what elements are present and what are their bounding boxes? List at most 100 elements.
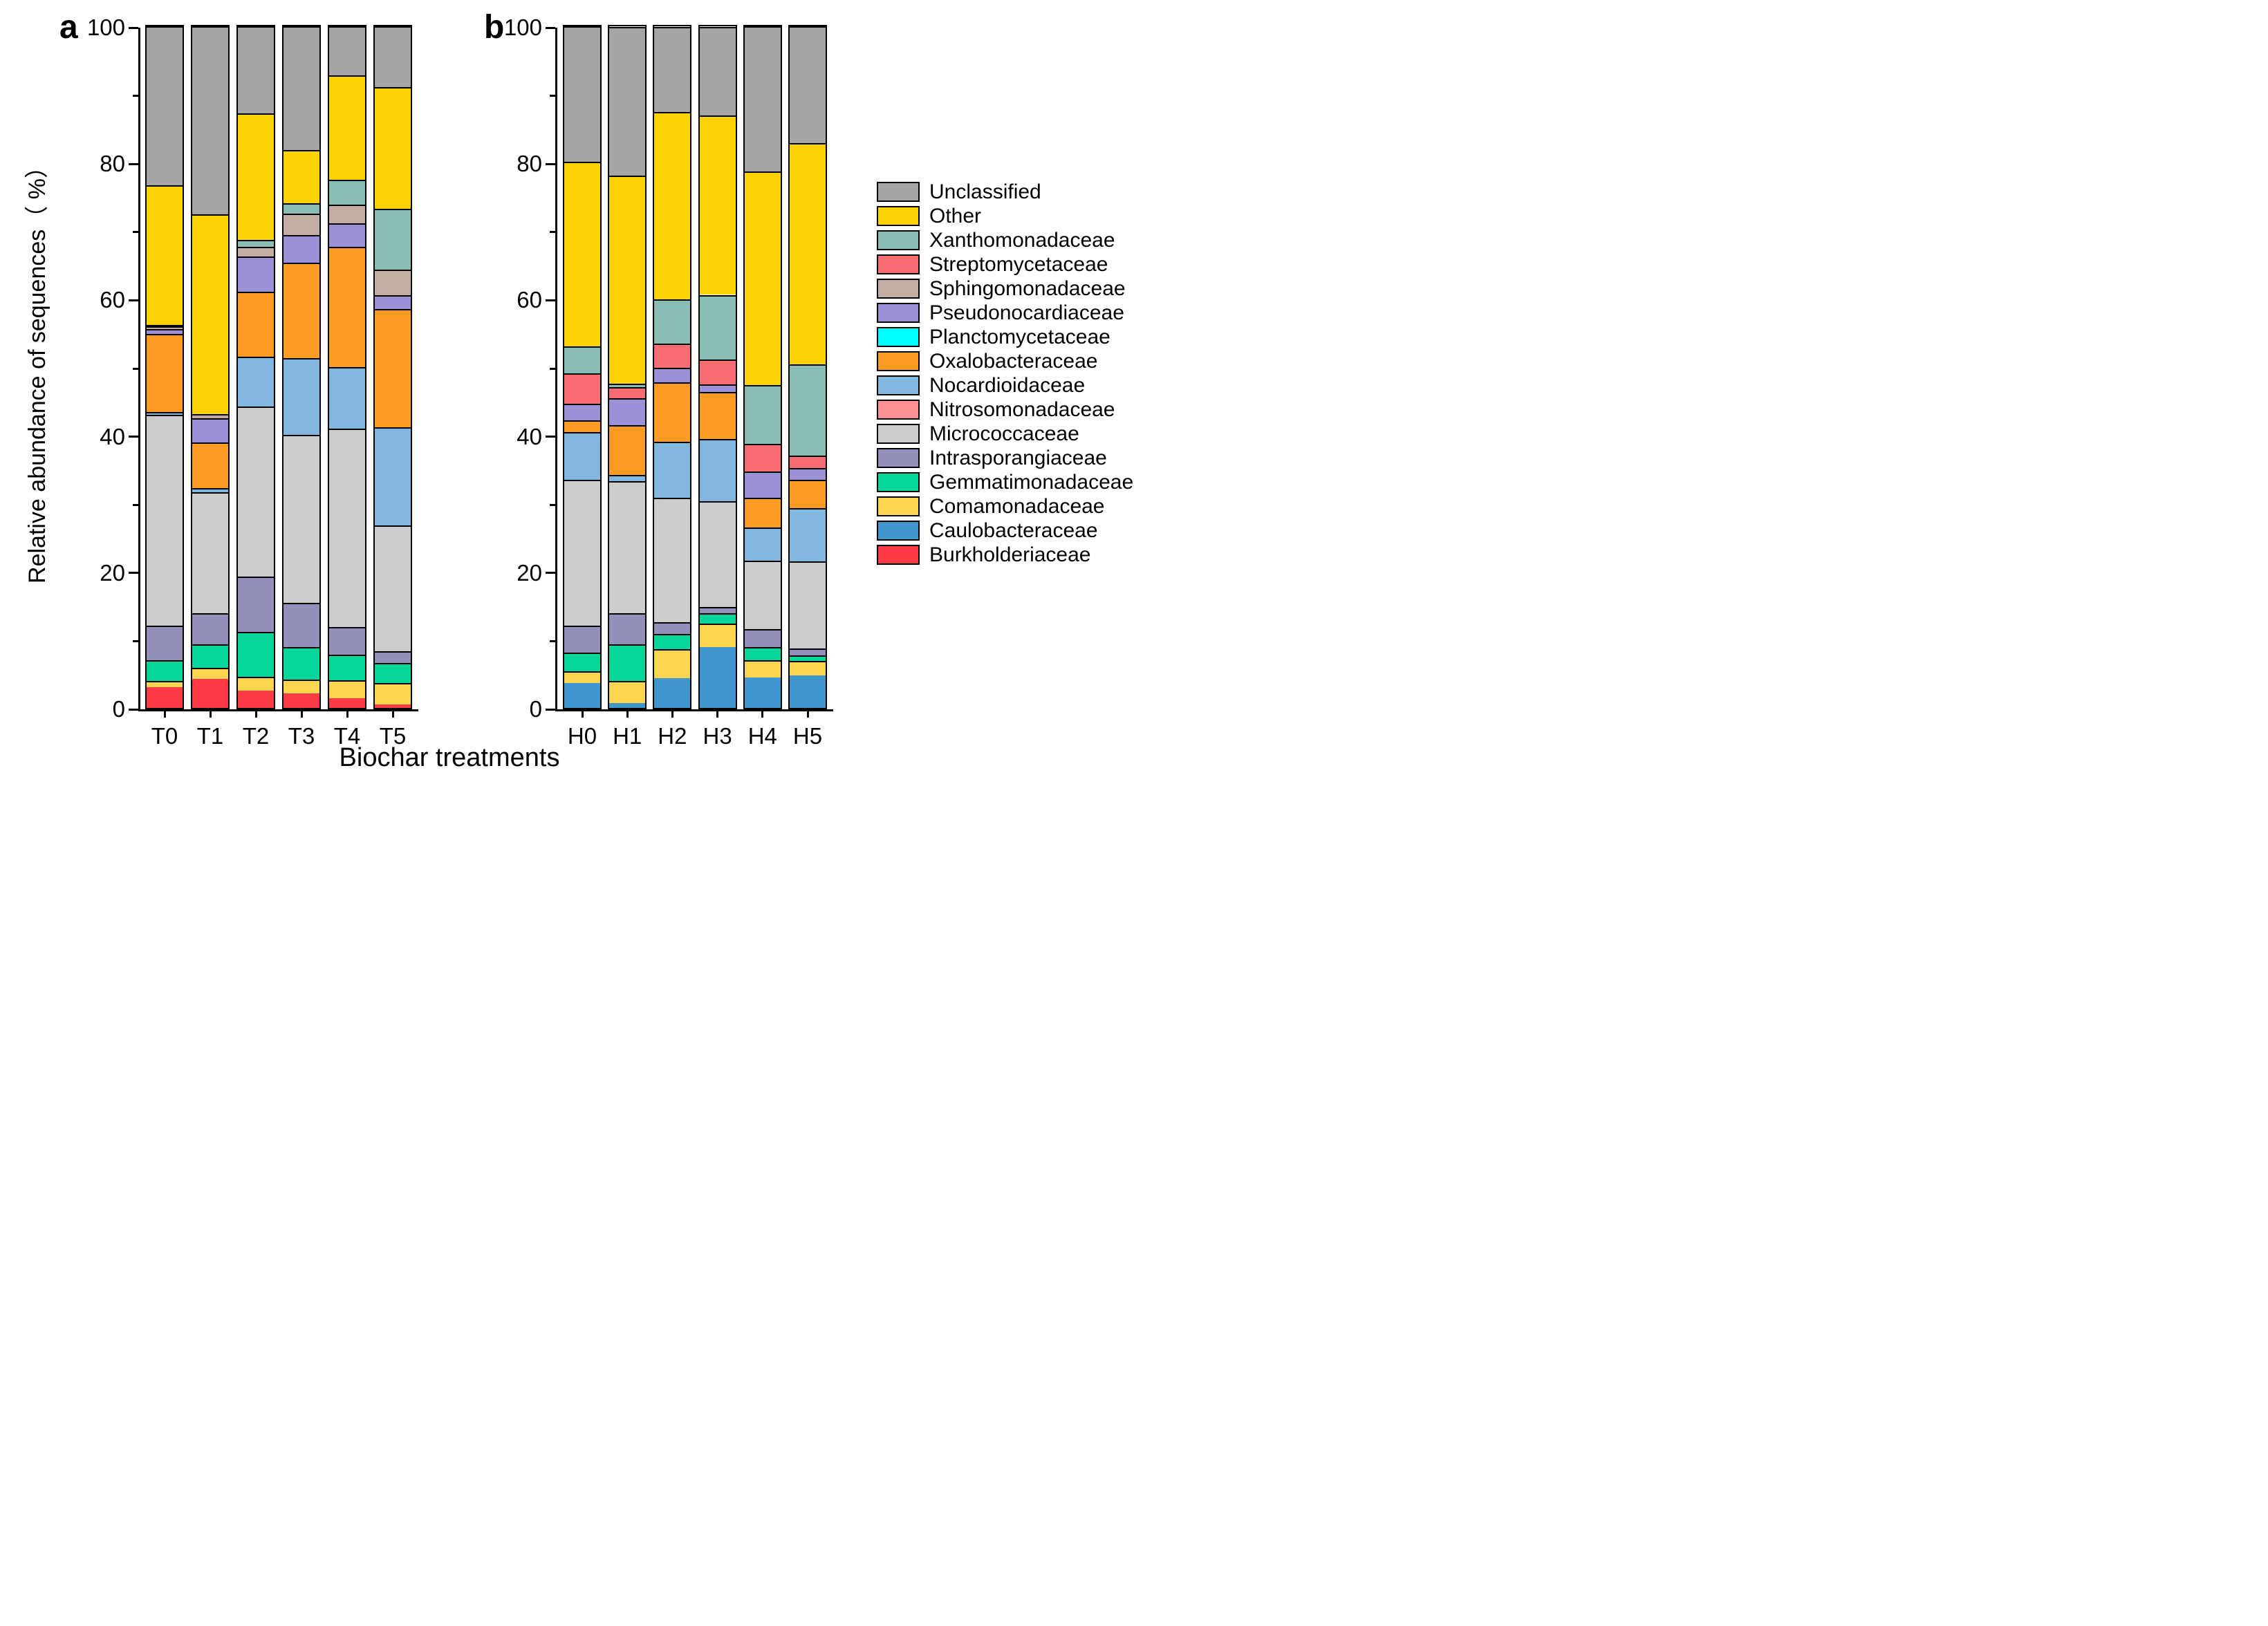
x-category-label-H2: H2 (658, 723, 687, 749)
segment-T2-Pseudonocardiaceae (238, 256, 274, 292)
segment-H4-Unclassified (744, 26, 781, 172)
legend-label-Other: Other (929, 204, 982, 227)
segment-H3-Oxalobacteraceae (699, 391, 736, 439)
segment-H5-Intrasporangiaceae (790, 648, 826, 656)
y-minor-tick-30 (550, 503, 555, 506)
segment-H1-Pseudonocardiaceae (609, 398, 646, 425)
legend-swatch-Oxalobacteraceae (877, 351, 920, 371)
segment-H1-Intrasporangiaceae (609, 613, 646, 645)
segment-T5-Xanthomonadaceae (375, 209, 411, 270)
segment-T5-Intrasporangiaceae (375, 651, 411, 663)
segment-T1-Intrasporangiaceae (192, 613, 228, 645)
segment-T4-Micrococcaceae (329, 428, 365, 627)
segment-H2-Micrococcaceae (654, 498, 691, 622)
segment-H1-Nocardioidaceae (609, 474, 646, 481)
legend-item-Unclassified: Unclassified (877, 180, 1133, 204)
segment-T0-Nocardioidaceae (147, 412, 183, 415)
segment-H0-Xanthomonadaceae (564, 346, 600, 373)
segment-T2-Intrasporangiaceae (238, 576, 274, 632)
segment-H4-Gemmatimonadaceae (744, 647, 781, 660)
legend-swatch-Burkholderiaceae (877, 545, 920, 565)
segment-H3-Intrasporangiaceae (699, 607, 736, 613)
y-tick-label-80: 80 (100, 151, 125, 177)
segment-T5-Pseudonocardiaceae (375, 295, 411, 310)
segment-H4-Nocardioidaceae (744, 527, 781, 561)
segment-H2-Unclassified (654, 27, 691, 113)
x-category-label-T4: T4 (333, 723, 361, 749)
segment-T0-Sphingomonadaceae (147, 326, 183, 329)
legend-label-Nitrosomonadaceae: Nitrosomonadaceae (929, 398, 1115, 421)
segment-H5-Streptomycetaceae (790, 456, 826, 468)
segment-H4-Comamonadaceae (744, 660, 781, 678)
y-axis-title: Relative abundance of sequences（ %） (24, 155, 50, 583)
segment-T3-Unclassified (284, 26, 319, 151)
segment-H3-Gemmatimonadaceae (699, 613, 736, 624)
legend: Unclassified Other Xanthomonadaceae Strepto… (877, 180, 1133, 567)
legend-item-Nocardioidaceae: Nocardioidaceae (877, 373, 1133, 398)
segment-T3-Xanthomonadaceae (284, 203, 319, 214)
legend-swatch-Other (877, 206, 920, 226)
segment-H3-Micrococcaceae (699, 501, 736, 608)
segment-T4-Other (329, 75, 365, 180)
segment-H0-Intrasporangiaceae (564, 625, 600, 653)
bar-H2 (653, 25, 692, 709)
y-tick-label-20: 20 (100, 559, 125, 586)
segment-T2-Xanthomonadaceae (238, 239, 274, 247)
legend-swatch-Intrasporangiaceae (877, 448, 920, 468)
segment-H5-Nocardioidaceae (790, 508, 826, 562)
x-tick-H2 (671, 709, 673, 718)
x-tick-H0 (581, 709, 584, 718)
segment-T1-Burkholderiaceae (192, 678, 228, 708)
segment-T3-Other (284, 150, 319, 204)
segment-T3-Sphingomonadaceae (284, 214, 319, 235)
x-category-label-H4: H4 (747, 723, 777, 749)
legend-swatch-Pseudonocardiaceae (877, 303, 920, 323)
segment-H0-Comamonadaceae (564, 671, 600, 683)
legend-swatch-Nocardioidaceae (877, 375, 920, 395)
y-minor-tick-30 (133, 503, 138, 506)
y-minor-tick-10 (133, 639, 138, 642)
legend-item-Streptomycetaceae: Streptomycetaceae (877, 252, 1133, 277)
segment-T3-Intrasporangiaceae (284, 603, 319, 648)
y-tick-label-60: 60 (100, 287, 125, 313)
segment-H2-Intrasporangiaceae (654, 622, 691, 634)
segment-H5-Micrococcaceae (790, 561, 826, 649)
x-tick-T0 (163, 709, 166, 718)
legend-label-Oxalobacteraceae: Oxalobacteraceae (929, 349, 1098, 373)
legend-item-Micrococcaceae: Micrococcaceae (877, 422, 1133, 446)
segment-T4-Oxalobacteraceae (329, 247, 365, 367)
segment-T0-Comamonadaceae (147, 680, 183, 688)
segment-T3-Pseudonocardiaceae (284, 234, 319, 263)
segment-T1-Oxalobacteraceae (192, 442, 228, 488)
x-category-label-T2: T2 (242, 723, 270, 749)
x-category-label-H0: H0 (567, 723, 597, 749)
legend-label-Intrasporangiaceae: Intrasporangiaceae (929, 446, 1107, 469)
bar-H5 (788, 25, 827, 709)
segment-H0-Caulobacteraceae (564, 682, 600, 708)
legend-swatch-Caulobacteraceae (877, 521, 920, 541)
legend-swatch-Sphingomonadaceae (877, 279, 920, 299)
segment-H3-Caulobacteraceae (699, 647, 736, 708)
y-minor-tick-90 (550, 95, 555, 97)
segment-H0-Oxalobacteraceae (564, 420, 600, 432)
legend-label-Caulobacteraceae: Caulobacteraceae (929, 518, 1098, 542)
panel-a-label: a (59, 9, 78, 46)
segment-T2-Unclassified (238, 26, 274, 114)
segment-H3-Nocardioidaceae (699, 438, 736, 502)
segment-H5-Unclassified (790, 26, 826, 143)
legend-swatch-Gemmatimonadaceae (877, 472, 920, 492)
legend-item-Planctomycetaceae: Planctomycetaceae (877, 325, 1133, 349)
legend-item-Intrasporangiaceae: Intrasporangiaceae (877, 446, 1133, 470)
y-major-tick-20 (129, 572, 138, 574)
y-major-tick-60 (129, 299, 138, 301)
segment-H5-Other (790, 142, 826, 365)
y-tick-label-40: 40 (100, 423, 125, 449)
segment-T1-Nocardioidaceae (192, 487, 228, 493)
y-major-tick-100 (129, 26, 138, 29)
x-category-label-T0: T0 (151, 723, 178, 749)
x-category-label-H5: H5 (792, 723, 823, 749)
plot-area-panel-b: 0 20 40 60 80 100 H0 H1 H2 H3 H4 H5 (504, 15, 833, 749)
segment-H2-Oxalobacteraceae (654, 382, 691, 442)
x-category-label-T5: T5 (379, 723, 407, 749)
y-major-tick-20 (546, 572, 555, 574)
